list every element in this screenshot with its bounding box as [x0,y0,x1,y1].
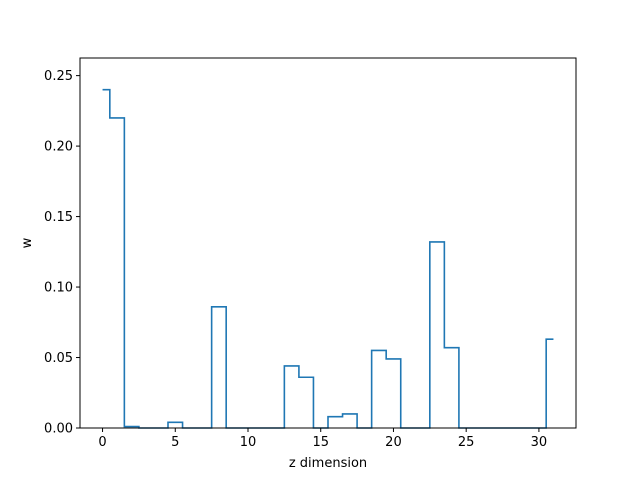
y-tick-label: 0.00 [44,422,73,437]
x-tick-label: 10 [240,435,257,450]
x-tick-label: 25 [458,435,475,450]
axes-frame [79,57,577,429]
x-tick-label: 30 [531,435,548,450]
x-tick-label: 5 [171,435,179,450]
y-tick-label: 0.05 [44,351,73,366]
x-axis: 0 5 10 15 20 25 30 [98,428,547,450]
y-tick-label: 0.25 [44,69,73,84]
x-tick-label: 0 [98,435,106,450]
y-axis-label: w [20,237,35,248]
y-tick-label: 0.10 [44,281,73,296]
x-axis-label: z dimension [289,456,367,471]
y-tick-label: 0.20 [44,140,73,155]
y-axis: 0.00 0.05 0.10 0.15 0.20 0.25 [44,69,80,437]
x-tick-label: 15 [312,435,329,450]
x-tick-label: 20 [385,435,402,450]
y-tick-label: 0.15 [44,210,73,225]
